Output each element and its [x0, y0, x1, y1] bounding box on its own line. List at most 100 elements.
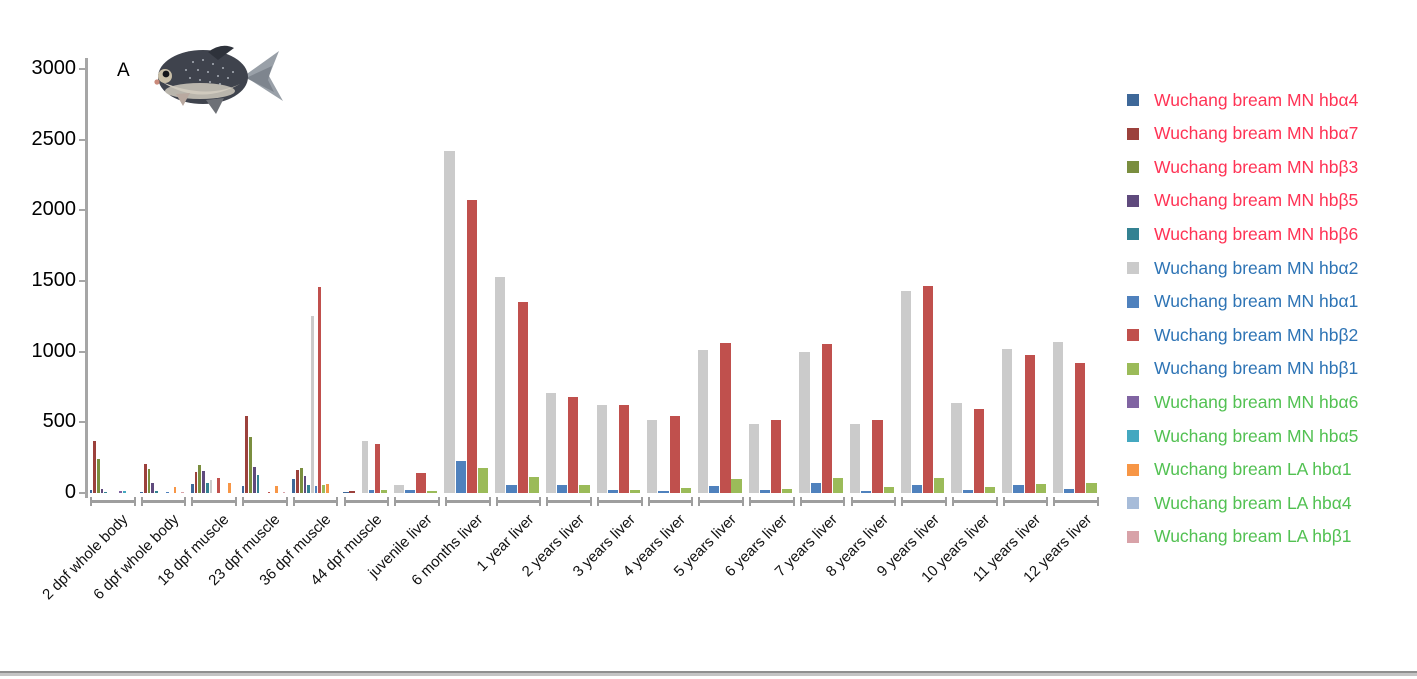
bar-mn_hba2	[1052, 341, 1064, 493]
bar-mn_hbb2	[1024, 354, 1035, 493]
bar-mn_hba2	[596, 405, 607, 493]
legend-label: Wuchang bream MN hbα2	[1154, 257, 1359, 278]
group-bracket	[495, 497, 542, 506]
legend-swatch	[1127, 295, 1139, 308]
legend-label: Wuchang bream MN hbβ3	[1154, 156, 1359, 177]
legend-item: Wuchang bream MN hbα6	[1127, 385, 1358, 419]
legend-label: Wuchang bream LA hbβ1	[1154, 526, 1352, 547]
bar-mn_hba5	[123, 491, 126, 493]
group-bracket	[191, 497, 238, 506]
group-bracket	[444, 497, 491, 506]
bar-mn_hbb3	[198, 464, 202, 493]
bottom-rule	[0, 671, 1417, 673]
bar-mn_hbb3	[97, 459, 100, 493]
y-axis-tick-label: 1000	[31, 339, 77, 362]
group-bracket	[901, 497, 947, 506]
y-axis-tick-label: 2000	[31, 198, 77, 221]
bar-mn_hba4	[241, 486, 245, 493]
bar-mn_hba2	[310, 316, 314, 493]
bar-mn_hba2	[951, 402, 962, 493]
y-axis-tick-label: 0	[64, 481, 76, 503]
legend-item: Wuchang bream LA hbα4	[1127, 486, 1352, 520]
bar-mn_hba7	[296, 469, 299, 493]
legend-label: Wuchang bream LA hbα1	[1154, 459, 1352, 480]
legend-swatch	[1127, 396, 1139, 409]
group-bracket	[1053, 497, 1099, 506]
bar-mn_hba1	[1013, 485, 1024, 493]
bar-mn_hbb1	[1086, 483, 1097, 493]
bar-mn_hba1	[658, 490, 669, 493]
bar-mn_hba2	[209, 479, 213, 493]
y-axis-tick	[79, 138, 87, 141]
bar-mn_hba2	[393, 485, 404, 493]
bar-mn_hba4	[140, 491, 143, 493]
bar-mn_hba2	[850, 423, 861, 493]
legend-item: Wuchang bream LA hbβ1	[1127, 520, 1352, 554]
group-bracket	[90, 497, 136, 506]
bar-mn_hbb1	[381, 490, 387, 493]
bar-mn_hbb3	[299, 467, 303, 493]
bar-mn_hbb2	[416, 473, 427, 493]
bar-mn_hba6	[119, 490, 123, 493]
legend-item: Wuchang bream MN hbα1	[1127, 285, 1358, 319]
bar-mn_hbb1	[680, 488, 691, 493]
bar-mn_hba2	[647, 420, 658, 493]
legend-swatch	[1127, 194, 1139, 207]
group-bracket	[951, 497, 998, 506]
legend-item: Wuchang bream LA hbα1	[1127, 453, 1352, 487]
y-axis-tick	[79, 421, 87, 424]
legend-swatch	[1127, 463, 1139, 476]
bar-mn_hba4	[190, 483, 194, 493]
group-bracket	[850, 497, 897, 506]
y-axis-tick	[79, 209, 87, 212]
group-bracket	[242, 497, 288, 506]
bar-mn_hba7	[245, 416, 249, 493]
bar-mn_hbb2	[669, 416, 680, 493]
bar-mn_hbb1	[579, 484, 590, 493]
bar-mn_hbb1	[1035, 483, 1046, 493]
bar-mn_hba1	[506, 485, 517, 493]
bar-mn_hbb1	[883, 487, 894, 493]
bar-mn_hbb1	[782, 488, 793, 493]
bar-mn_hba2	[697, 350, 709, 493]
bar-mn_hba4	[292, 478, 296, 493]
bar-mn_hba1	[759, 490, 771, 493]
bar-mn_hbb1	[984, 486, 996, 493]
bar-mn_hbb1	[322, 484, 325, 493]
fish-photo	[154, 45, 283, 114]
group-bracket	[1002, 497, 1049, 506]
bar-mn_hbb5	[151, 483, 155, 493]
bar-mn_hbb2	[973, 408, 985, 493]
bar-mn_hba1	[962, 490, 973, 493]
group-bracket	[394, 497, 440, 506]
group-bracket	[140, 497, 187, 506]
bar-mn_hbb1	[832, 477, 844, 493]
legend-label: Wuchang bream MN hbα7	[1154, 123, 1359, 144]
bar-mn_hbb5	[252, 466, 256, 493]
group-bracket	[647, 497, 694, 506]
bar-mn_hbb1	[528, 476, 539, 493]
bar-mn_hba1	[1064, 488, 1075, 493]
y-axis-tick	[79, 492, 87, 494]
bar-mn_hbb5	[100, 488, 104, 493]
bar-mn_hba1	[404, 490, 416, 493]
bar-mn_hbb2	[466, 200, 478, 493]
bar-mn_hbb2	[923, 285, 934, 493]
bar-mn_hbb6	[256, 474, 260, 493]
bar-mn_hba7	[349, 491, 355, 493]
bar-la_hba1	[275, 486, 278, 493]
bar-mn_hba2	[545, 392, 557, 493]
legend-swatch	[1127, 127, 1139, 140]
legend-label: Wuchang bream MN hbα6	[1154, 391, 1359, 412]
legend-item: Wuchang bream MN hbα4	[1127, 83, 1358, 117]
bar-mn_hbb2	[517, 302, 528, 493]
bar-mn_hbb2	[217, 478, 220, 493]
legend-label: Wuchang bream MN hbβ1	[1154, 358, 1359, 379]
group-bracket	[799, 497, 846, 506]
bar-mn_hbb2	[720, 342, 731, 493]
legend-item: Wuchang bream MN hbβ5	[1127, 184, 1358, 218]
legend-item: Wuchang bream MN hbα5	[1127, 419, 1358, 453]
y-axis-tick-label: 1500	[31, 269, 77, 291]
legend-label: Wuchang bream MN hbα4	[1154, 89, 1359, 110]
